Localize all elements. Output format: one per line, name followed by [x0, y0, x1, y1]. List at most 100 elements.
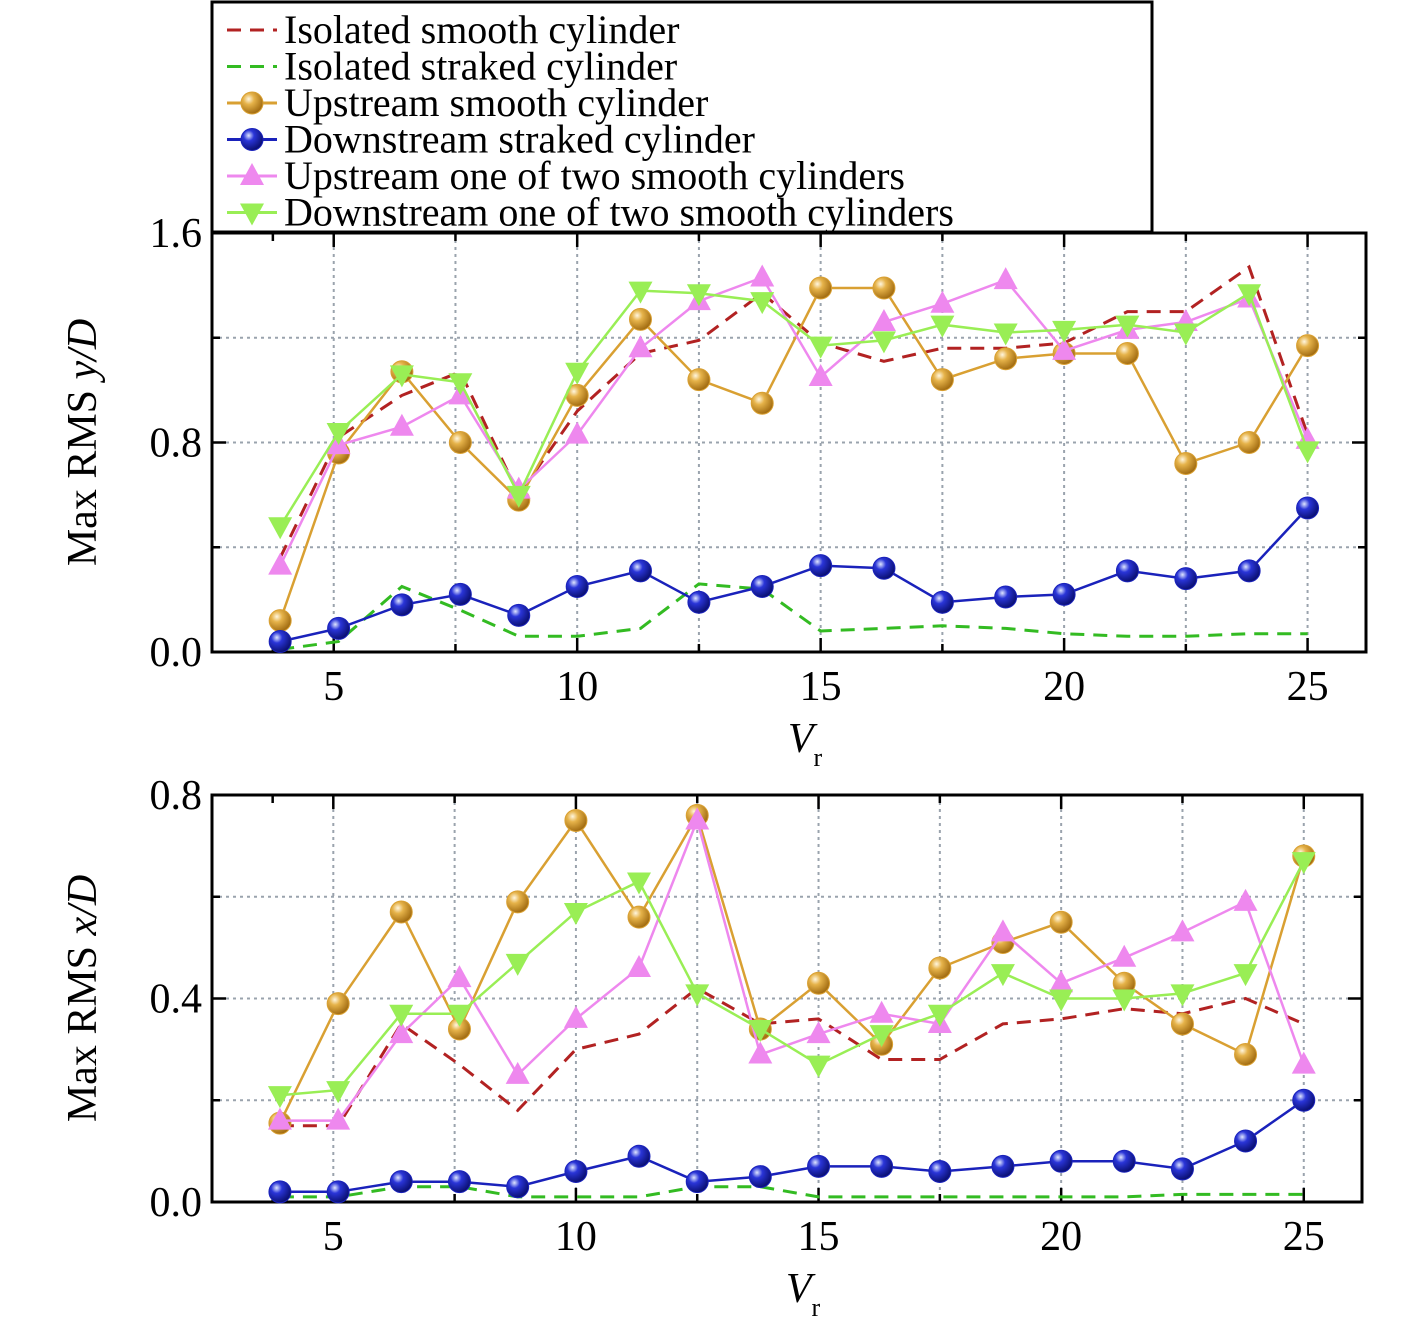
- chart-x-xtick-label: 10: [555, 1214, 597, 1260]
- chart-x-ytick-label: 0.8: [150, 773, 203, 819]
- chart-x-point-downstream-straked-cylinder: [268, 1180, 292, 1204]
- chart-x-point-upstream-one-of-two-smooth-cylinders: [447, 965, 472, 988]
- chart-x-ylabel: Max RMS x/D: [60, 875, 106, 1122]
- chart-x-point-upstream-smooth-cylinder: [389, 900, 413, 924]
- chart-y-point-downstream-one-of-two-smooth-cylinders: [930, 315, 955, 338]
- chart-x-point-upstream-one-of-two-smooth-cylinders: [267, 1107, 292, 1130]
- chart-x-point-downstream-one-of-two-smooth-cylinders: [389, 1004, 414, 1027]
- chart-y-point-downstream-straked-cylinder: [1296, 496, 1320, 520]
- chart-x-xtick-label: 20: [1040, 1214, 1082, 1260]
- chart-x-series-downstream-straked-cylinder: [268, 1088, 1316, 1204]
- legend-marker-upstream-smooth-cylinder: [240, 91, 264, 115]
- chart-x-point-upstream-one-of-two-smooth-cylinders: [1049, 970, 1074, 993]
- chart-x-point-downstream-one-of-two-smooth-cylinders: [806, 1055, 831, 1078]
- chart-x-line-upstream-smooth-cylinder: [278, 812, 1305, 1124]
- chart-y-series-isolated-straked-cylinder: [279, 582, 1308, 651]
- chart-y-point-downstream-one-of-two-smooth-cylinders: [1115, 315, 1140, 338]
- chart-y-point-downstream-straked-cylinder: [687, 590, 711, 614]
- chart-y-point-downstream-straked-cylinder: [1052, 582, 1076, 606]
- chart-y-point-downstream-one-of-two-smooth-cylinders: [871, 331, 896, 354]
- chart-x-point-downstream-straked-cylinder: [564, 1159, 588, 1183]
- chart-x-point-upstream-one-of-two-smooth-cylinders: [326, 1107, 351, 1130]
- chart-x-point-downstream-straked-cylinder: [928, 1159, 952, 1183]
- chart-y-point-downstream-one-of-two-smooth-cylinders: [268, 517, 293, 540]
- legend-label-upstream-smooth-cylinder: Upstream smooth cylinder: [284, 80, 708, 125]
- chart-y-xlabel-main: V: [788, 716, 818, 762]
- legend-label-isolated-smooth-cylinder: Isolated smooth cylinder: [284, 7, 679, 52]
- chart-max-rms-y: 5 10 15 20 25 0.0 0.8 1.6 Vr Max RMS y/D: [60, 211, 1368, 772]
- legend-marker-downstream-one-of-two-smooth-cylinders: [240, 203, 264, 226]
- chart-x-point-downstream-one-of-two-smooth-cylinders: [748, 1020, 773, 1043]
- chart-x-series-upstream-one-of-two-smooth-cylinders: [267, 807, 1316, 1130]
- chart-y-point-upstream-smooth-cylinder: [1237, 431, 1261, 454]
- chart-y-point-downstream-one-of-two-smooth-cylinders: [628, 281, 653, 304]
- chart-y-point-downstream-straked-cylinder: [930, 590, 954, 614]
- chart-y-point-downstream-straked-cylinder: [507, 603, 531, 627]
- chart-x-point-downstream-straked-cylinder: [627, 1144, 651, 1168]
- chart-x-point-upstream-one-of-two-smooth-cylinders: [748, 1041, 773, 1064]
- chart-y-point-upstream-one-of-two-smooth-cylinders: [1052, 337, 1077, 360]
- chart-x-xtick-label: 25: [1283, 1214, 1325, 1260]
- chart-x-point-downstream-one-of-two-smooth-cylinders: [563, 903, 588, 926]
- chart-x-point-upstream-smooth-cylinder: [1170, 1012, 1194, 1036]
- chart-y-xtick-label: 20: [1043, 664, 1085, 710]
- chart-x-line-downstream-one-of-two-smooth-cylinders: [279, 860, 1305, 1097]
- chart-x-point-downstream-one-of-two-smooth-cylinders: [267, 1086, 292, 1109]
- chart-y-point-downstream-one-of-two-smooth-cylinders: [326, 423, 351, 446]
- chart-y-ytick-label: 1.6: [150, 211, 203, 257]
- chart-x-point-upstream-smooth-cylinder: [506, 890, 530, 914]
- chart-x-series-upstream-smooth-cylinder: [268, 803, 1316, 1135]
- chart-y-ylabel-prefix: Max RMS: [60, 379, 106, 566]
- chart-x-xlabel-main: V: [786, 1266, 816, 1312]
- chart-x-point-downstream-straked-cylinder: [1234, 1129, 1258, 1153]
- chart-x-point-downstream-straked-cylinder: [1112, 1149, 1136, 1173]
- chart-x-point-downstream-one-of-two-smooth-cylinders: [505, 953, 530, 976]
- legend-marker-upstream-one-of-two-smooth-cylinders: [240, 163, 264, 185]
- legend-label-isolated-straked-cylinder: Isolated straked cylinder: [284, 44, 677, 89]
- chart-x-point-downstream-one-of-two-smooth-cylinders: [990, 964, 1015, 987]
- chart-y-point-downstream-straked-cylinder: [809, 554, 833, 578]
- chart-y-point-upstream-one-of-two-smooth-cylinders: [871, 309, 896, 332]
- chart-y-point-downstream-one-of-two-smooth-cylinders: [448, 373, 473, 396]
- chart-y-point-downstream-one-of-two-smooth-cylinders: [1173, 323, 1198, 346]
- chart-y-point-downstream-one-of-two-smooth-cylinders: [686, 284, 711, 307]
- chart-x-point-downstream-one-of-two-smooth-cylinders: [1291, 852, 1316, 875]
- chart-x-ylabel-italic: x/D: [60, 875, 106, 937]
- chart-x-point-downstream-one-of-two-smooth-cylinders: [1049, 989, 1074, 1012]
- chart-y-point-upstream-smooth-cylinder: [628, 307, 652, 331]
- chart-x-point-downstream-straked-cylinder: [870, 1154, 894, 1178]
- chart-y-point-upstream-smooth-cylinder: [750, 391, 774, 415]
- chart-x-point-upstream-smooth-cylinder: [807, 971, 831, 995]
- chart-y-xtick-label: 15: [800, 664, 842, 710]
- chart-x-line-upstream-one-of-two-smooth-cylinders: [279, 816, 1305, 1122]
- chart-x-point-downstream-one-of-two-smooth-cylinders: [869, 1025, 894, 1048]
- chart-y-point-downstream-straked-cylinder: [1115, 559, 1139, 583]
- chart-x-series-isolated-smooth-cylinder: [279, 986, 1305, 1128]
- chart-y-point-downstream-straked-cylinder: [268, 630, 292, 654]
- chart-y-point-upstream-one-of-two-smooth-cylinders: [628, 335, 653, 358]
- chart-y-point-upstream-smooth-cylinder: [930, 368, 954, 392]
- chart-x-point-downstream-one-of-two-smooth-cylinders: [685, 984, 710, 1007]
- chart-x-xlabel-sub: r: [811, 1293, 820, 1322]
- chart-y-point-downstream-one-of-two-smooth-cylinders: [1052, 320, 1077, 343]
- chart-y-line-upstream-smooth-cylinder: [279, 286, 1309, 622]
- chart-x-point-downstream-straked-cylinder: [685, 1170, 709, 1194]
- legend-label-downstream-straked-cylinder: Downstream straked cylinder: [284, 117, 755, 162]
- chart-y-line-downstream-one-of-two-smooth-cylinders: [279, 289, 1309, 527]
- chart-x-line-isolated-straked-cylinder: [279, 1185, 1304, 1199]
- chart-x-ytick-label: 0.0: [150, 1180, 203, 1226]
- chart-y-point-downstream-straked-cylinder: [994, 585, 1018, 609]
- chart-x-point-upstream-one-of-two-smooth-cylinders: [505, 1061, 530, 1084]
- chart-x-point-upstream-smooth-cylinder: [1049, 910, 1073, 934]
- chart-y-point-downstream-one-of-two-smooth-cylinders: [808, 336, 833, 359]
- chart-x-point-upstream-one-of-two-smooth-cylinders: [1233, 888, 1258, 911]
- legend-label-upstream-one-of-two-smooth-cylinders: Upstream one of two smooth cylinders: [284, 153, 905, 198]
- chart-y-point-downstream-straked-cylinder: [1174, 567, 1198, 591]
- chart-x-point-downstream-straked-cylinder: [991, 1154, 1015, 1178]
- chart-y-point-downstream-one-of-two-smooth-cylinders: [993, 323, 1018, 346]
- chart-y-point-upstream-smooth-cylinder: [1174, 451, 1198, 475]
- chart-y-point-upstream-one-of-two-smooth-cylinders: [750, 264, 775, 287]
- chart-x-point-upstream-one-of-two-smooth-cylinders: [1170, 919, 1195, 942]
